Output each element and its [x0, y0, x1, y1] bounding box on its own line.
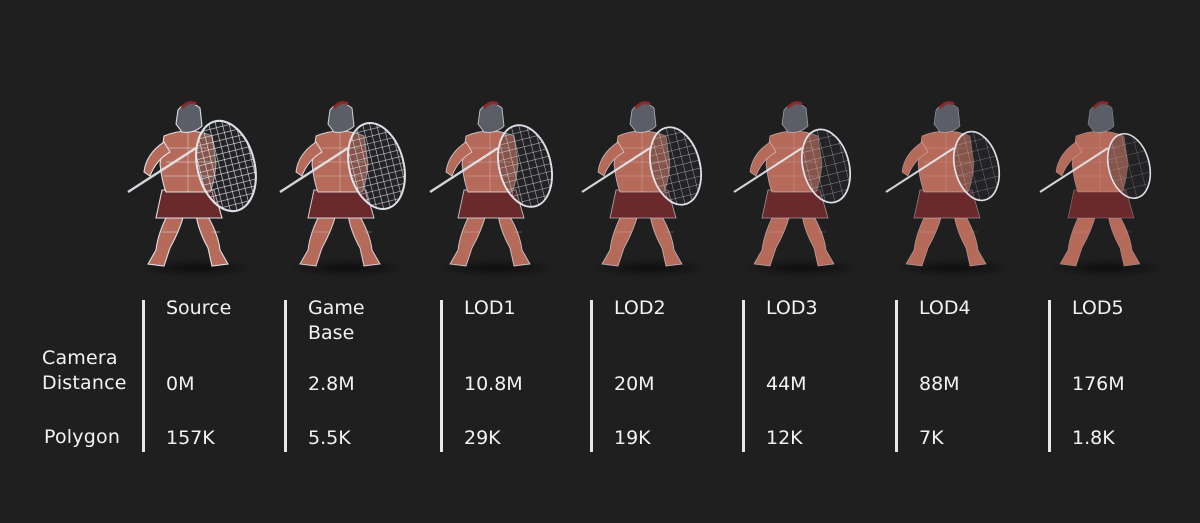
- polygon-label: Polygon: [44, 426, 121, 448]
- polygon-count-value: 5.5K: [308, 427, 351, 449]
- lod-column: LOD5 176M 1.8K: [1048, 296, 1188, 456]
- lod-name: Game Base: [308, 297, 365, 344]
- lod-column: Source 0M 157K: [142, 296, 282, 456]
- column-divider: [284, 300, 287, 452]
- camera-distance-value: 20M: [614, 373, 655, 395]
- lod-name: LOD3: [766, 297, 818, 319]
- polygon-count-value: 157K: [166, 427, 215, 449]
- camera-distance-value: 44M: [766, 373, 807, 395]
- warrior-model-2: [270, 92, 420, 282]
- lod-name: Source: [166, 297, 232, 319]
- polygon-count-value: 7K: [919, 427, 944, 449]
- camera-distance-label-line2: Distance: [42, 372, 127, 394]
- warrior-model-5: [724, 92, 874, 282]
- camera-distance-value: 0M: [166, 373, 195, 395]
- camera-distance-value: 10.8M: [464, 373, 523, 395]
- column-divider: [742, 300, 745, 452]
- polygon-count-value: 19K: [614, 427, 651, 449]
- lod-name: LOD4: [919, 297, 971, 319]
- camera-distance-value: 88M: [919, 373, 960, 395]
- lod-column: LOD3 44M 12K: [742, 296, 882, 456]
- lod-name: LOD1: [464, 297, 516, 319]
- lod-column: LOD2 20M 19K: [590, 296, 730, 456]
- camera-distance-value: 176M: [1072, 373, 1125, 395]
- lod-column: Game Base 2.8M 5.5K: [284, 296, 424, 456]
- polygon-count-value: 12K: [766, 427, 803, 449]
- column-divider: [895, 300, 898, 452]
- warrior-model-6: [876, 92, 1026, 282]
- camera-distance-label-line1: Camera: [42, 347, 118, 369]
- lod-name: LOD5: [1072, 297, 1124, 319]
- column-divider: [1048, 300, 1051, 452]
- column-divider: [142, 300, 145, 452]
- column-divider: [590, 300, 593, 452]
- lod-column: LOD4 88M 7K: [895, 296, 1035, 456]
- warrior-model-3: [420, 92, 570, 282]
- camera-distance-label: Camera Distance: [42, 346, 127, 396]
- lod-name: LOD2: [614, 297, 666, 319]
- warrior-model-4: [572, 92, 722, 282]
- warrior-model-1: [118, 92, 268, 282]
- lod-column: LOD1 10.8M 29K: [440, 296, 580, 456]
- polygon-count-value: 29K: [464, 427, 501, 449]
- polygon-count-value: 1.8K: [1072, 427, 1115, 449]
- camera-distance-value: 2.8M: [308, 373, 355, 395]
- column-divider: [440, 300, 443, 452]
- warrior-model-7: [1030, 92, 1180, 282]
